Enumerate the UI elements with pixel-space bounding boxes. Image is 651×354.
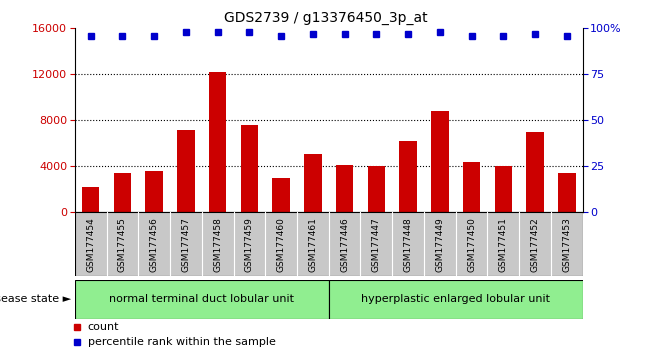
Bar <box>336 165 353 212</box>
Text: GDS2739 / g13376450_3p_at: GDS2739 / g13376450_3p_at <box>224 11 427 25</box>
Text: GSM177458: GSM177458 <box>213 217 222 272</box>
Bar <box>399 141 417 212</box>
Bar <box>431 111 449 212</box>
Text: GSM177460: GSM177460 <box>277 217 286 272</box>
Text: GSM177459: GSM177459 <box>245 217 254 272</box>
Bar <box>177 130 195 212</box>
Text: GSM177451: GSM177451 <box>499 217 508 272</box>
Bar <box>558 173 575 212</box>
Text: disease state ►: disease state ► <box>0 294 72 304</box>
Bar <box>241 125 258 212</box>
Text: GSM177448: GSM177448 <box>404 217 413 272</box>
Text: GSM177454: GSM177454 <box>86 217 95 272</box>
Text: normal terminal duct lobular unit: normal terminal duct lobular unit <box>109 294 294 304</box>
Text: hyperplastic enlarged lobular unit: hyperplastic enlarged lobular unit <box>361 294 550 304</box>
Bar <box>82 187 100 212</box>
Text: GSM177447: GSM177447 <box>372 217 381 272</box>
Text: GSM177449: GSM177449 <box>436 217 445 272</box>
Bar <box>272 178 290 212</box>
Bar <box>495 166 512 212</box>
Text: GSM177456: GSM177456 <box>150 217 159 272</box>
Bar <box>368 166 385 212</box>
Bar <box>329 280 583 319</box>
Text: GSM177453: GSM177453 <box>562 217 572 272</box>
Text: count: count <box>87 321 119 332</box>
Bar <box>145 171 163 212</box>
Text: GSM177457: GSM177457 <box>182 217 191 272</box>
Bar <box>463 162 480 212</box>
Bar <box>114 173 132 212</box>
Text: percentile rank within the sample: percentile rank within the sample <box>87 337 275 348</box>
Bar <box>75 280 329 319</box>
Bar <box>526 132 544 212</box>
Bar <box>209 72 227 212</box>
Text: GSM177461: GSM177461 <box>309 217 318 272</box>
Text: GSM177452: GSM177452 <box>531 217 540 272</box>
Text: GSM177455: GSM177455 <box>118 217 127 272</box>
Bar <box>304 154 322 212</box>
Text: GSM177446: GSM177446 <box>340 217 349 272</box>
Text: GSM177450: GSM177450 <box>467 217 476 272</box>
